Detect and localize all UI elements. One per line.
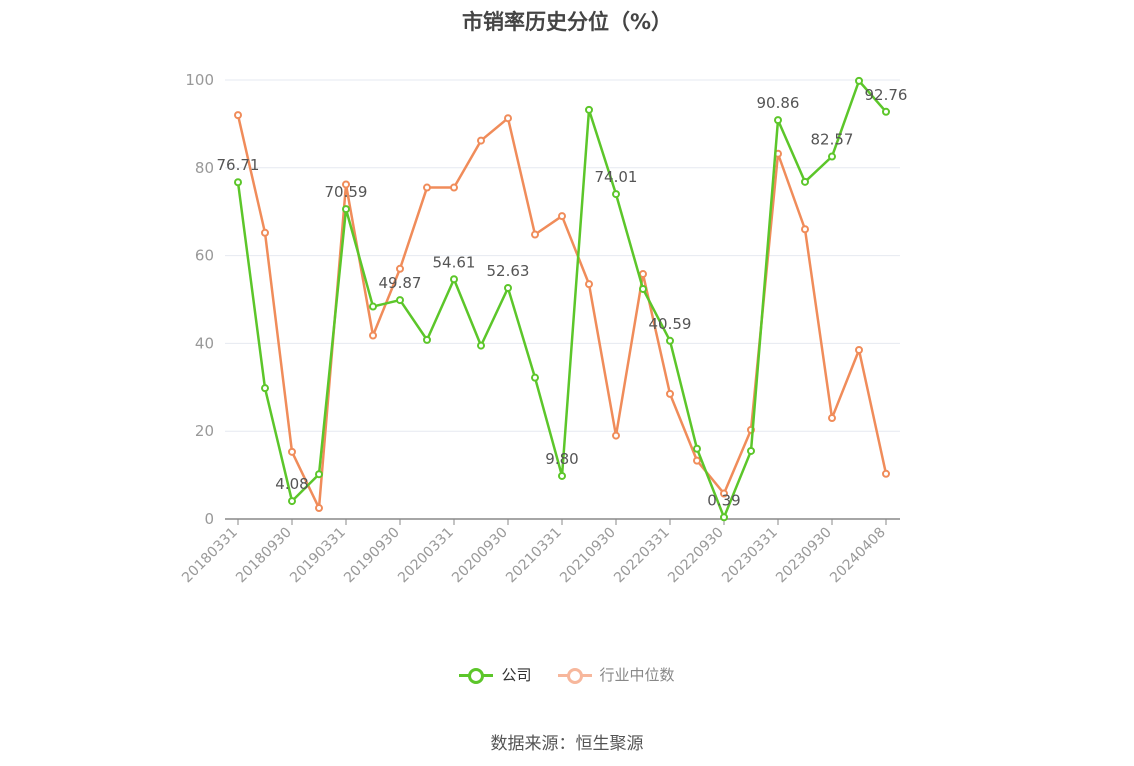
company-data-point — [558, 471, 566, 480]
company-data-point — [666, 336, 674, 345]
data-label: 74.01 — [595, 168, 638, 186]
x-tick-label: 20230930 — [773, 525, 835, 587]
legend-item-industry[interactable]: 行业中位数 — [557, 664, 675, 685]
x-tick-label: 20220930 — [665, 525, 727, 587]
company-data-point — [882, 107, 890, 116]
company-data-point — [423, 335, 431, 344]
company-data-point — [531, 373, 539, 382]
data-label: 92.76 — [865, 86, 908, 104]
industry-data-point — [396, 264, 404, 273]
industry-data-point — [720, 489, 728, 498]
legend-industry-label: 行业中位数 — [599, 666, 675, 684]
company-data-point — [234, 178, 242, 187]
data-label: 70.59 — [325, 183, 368, 201]
company-data-point — [369, 302, 377, 311]
line-chart: 0 20 40 60 80 100 2018033120180930201903312019… — [179, 71, 908, 587]
industry-data-point — [882, 469, 890, 478]
data-source: 数据来源：恒生聚源 — [490, 734, 644, 754]
industry-data-point — [639, 270, 647, 279]
industry-data-point — [369, 331, 377, 340]
industry-data-point — [585, 280, 593, 289]
company-data-point — [477, 341, 485, 350]
company-data-point — [315, 470, 323, 479]
industry-data-point — [531, 230, 539, 239]
y-tick-label: 0 — [204, 510, 214, 528]
legend: 公司 行业中位数 — [0, 664, 1134, 685]
company-data-point — [450, 275, 458, 284]
x-tick-label: 20190930 — [341, 525, 403, 587]
industry-data-point — [315, 504, 323, 513]
industry-data-point — [693, 456, 701, 465]
industry-data-point — [612, 431, 620, 440]
industry-data-point — [558, 212, 566, 221]
x-tick-label: 20210331 — [503, 525, 565, 587]
data-label: 9.80 — [545, 450, 578, 468]
company-data-point — [828, 152, 836, 161]
industry-data-point — [801, 225, 809, 234]
data-label: 4.08 — [275, 475, 308, 493]
data-label: 76.71 — [217, 156, 260, 174]
company-data-point — [288, 497, 296, 506]
company-data-point — [342, 205, 350, 214]
industry-data-point — [450, 183, 458, 192]
x-tick-label: 20190331 — [287, 525, 349, 587]
data-label: 90.86 — [757, 94, 800, 112]
x-tick-label: 20210930 — [557, 525, 619, 587]
company-data-point — [585, 105, 593, 114]
x-tick-label: 20180331 — [179, 525, 241, 587]
y-tick-label: 60 — [195, 247, 214, 265]
legend-industry-marker-icon — [557, 667, 592, 684]
company-data-point — [855, 76, 863, 85]
industry-data-point — [504, 114, 512, 123]
legend-company-marker-icon — [459, 667, 494, 684]
company-data-point — [693, 444, 701, 453]
data-label: 49.87 — [379, 274, 422, 292]
x-tick-label: 20230331 — [719, 525, 781, 587]
x-tick-label: 20220331 — [611, 525, 673, 587]
x-tick-label: 20200930 — [449, 525, 511, 587]
data-label: 82.57 — [811, 131, 854, 149]
company-data-point — [639, 284, 647, 293]
legend-item-company[interactable]: 公司 — [459, 664, 532, 685]
industry-data-point — [288, 447, 296, 456]
industry-data-point — [828, 414, 836, 423]
x-tick-label: 20180930 — [233, 525, 295, 587]
company-data-point — [612, 190, 620, 199]
industry-data-point — [423, 183, 431, 192]
company-data-point — [720, 513, 728, 522]
x-tick-label: 20240408 — [827, 525, 889, 587]
data-label: 0.39 — [707, 491, 740, 509]
company-data-point — [261, 384, 269, 393]
y-tick-label: 80 — [195, 159, 214, 177]
company-data-point — [801, 177, 809, 186]
y-tick-label: 100 — [185, 71, 214, 89]
x-tick-label: 20200331 — [395, 525, 457, 587]
company-data-point — [747, 446, 755, 455]
industry-data-point — [855, 345, 863, 354]
company-data-point — [504, 283, 512, 292]
company-data-point — [396, 296, 404, 305]
industry-data-point — [261, 228, 269, 237]
company-data-point — [774, 116, 782, 125]
industry-data-point — [342, 180, 350, 189]
y-tick-label: 40 — [195, 334, 214, 352]
chart-title: 市销率历史分位（%） — [461, 10, 673, 34]
industry-data-point — [477, 136, 485, 145]
data-label: 52.63 — [487, 262, 530, 280]
data-label: 54.61 — [433, 253, 476, 271]
legend-company-label: 公司 — [501, 666, 532, 684]
data-label: 40.59 — [649, 315, 692, 333]
industry-data-point — [666, 389, 674, 398]
industry-data-point — [234, 111, 242, 120]
y-tick-label: 20 — [195, 422, 214, 440]
